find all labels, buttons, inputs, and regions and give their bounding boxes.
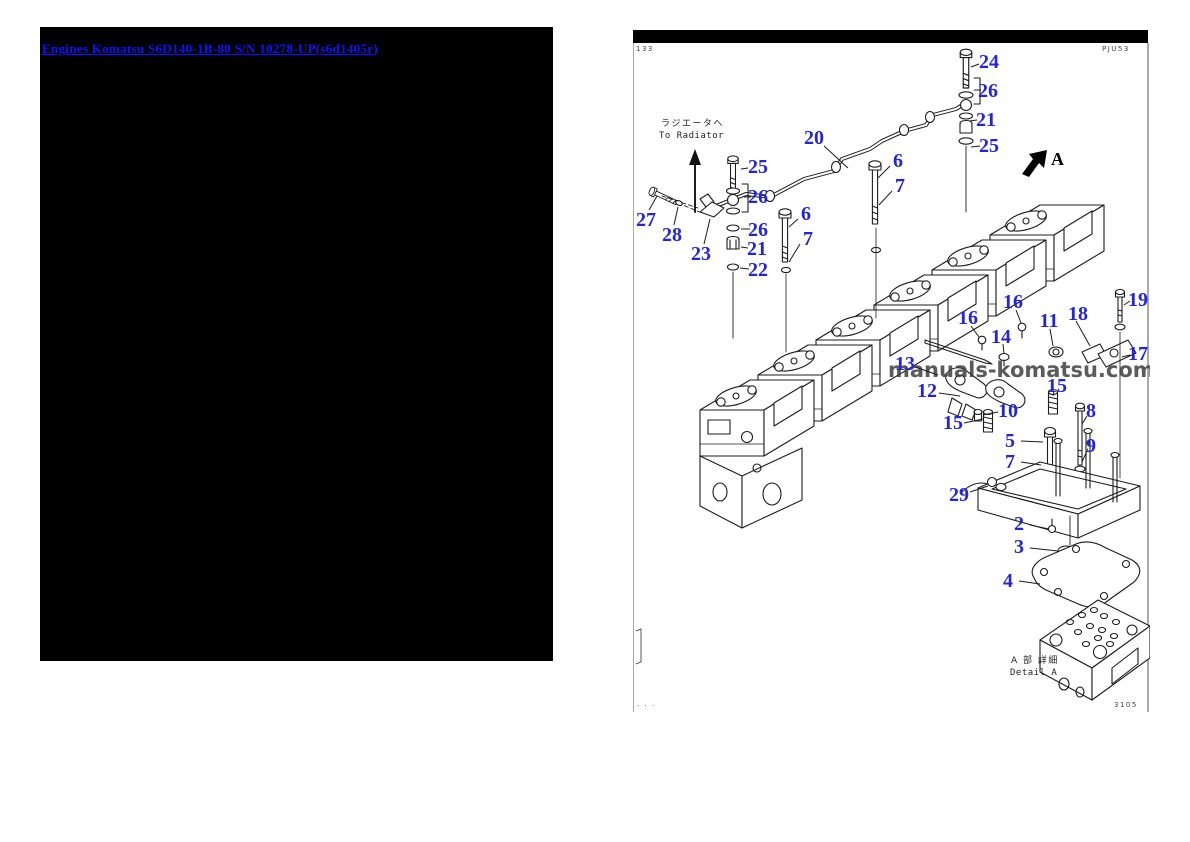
leader-line-3: [1029, 547, 1059, 552]
leader-line-16: [1015, 309, 1022, 324]
callout-5: 5: [1005, 430, 1015, 452]
callout-15: 15: [1047, 375, 1067, 397]
callout-7: 7: [803, 228, 813, 250]
callout-24: 24: [979, 51, 999, 73]
leader-line-10: [982, 411, 999, 416]
callout-16: 16: [1003, 291, 1023, 313]
callout-28: 28: [662, 224, 682, 246]
leader-line-16: [970, 325, 980, 338]
leader-line-24: [970, 63, 980, 68]
leader-line-15: [963, 418, 984, 424]
callout-27: 27: [636, 209, 656, 231]
callout-22: 22: [748, 259, 768, 281]
callout-21: 21: [747, 238, 767, 260]
to-radiator-arrow-icon: [689, 149, 701, 213]
callout-12: 12: [917, 380, 937, 402]
leader-line-28: [673, 206, 679, 226]
view-a-arrow-icon: [1022, 150, 1047, 177]
left-black-panel: Engines Komatsu S6D140-1B-80 S/N 10278-U…: [40, 27, 553, 661]
footer-left-code: . . .: [637, 700, 656, 708]
leader-line-15: [1052, 390, 1055, 397]
watermark-text: manuals-komatsu.com: [888, 358, 1150, 382]
leader-line-22: [739, 267, 750, 270]
callout-7: 7: [895, 175, 905, 197]
leader-line-7: [1020, 461, 1042, 466]
leader-line-6: [788, 218, 799, 228]
callout-14: 14: [991, 326, 1011, 348]
leader-line-9: [1081, 450, 1088, 463]
callout-2: 2: [1014, 513, 1024, 535]
callout-20: 20: [804, 127, 824, 149]
callout-9: 9: [1086, 435, 1096, 457]
engine-diagram: [647, 48, 1150, 701]
callout-4: 4: [1003, 570, 1013, 592]
callout-7: 7: [1005, 451, 1015, 473]
callout-21: 21: [976, 109, 996, 131]
detail-a-label-jp: A 部 詳細: [1011, 654, 1059, 666]
callout-15: 15: [943, 412, 963, 434]
leader-line-5: [1020, 440, 1044, 443]
leader-line-18: [1075, 320, 1091, 347]
leader-line-7: [878, 190, 893, 206]
leader-line-8: [1081, 415, 1088, 425]
callout-leader-lines: [648, 63, 1131, 585]
leader-line-12: [938, 392, 961, 397]
callout-6: 6: [893, 150, 903, 172]
leader-line-23: [703, 218, 711, 245]
leader-line-13: [914, 366, 939, 376]
callout-18: 18: [1068, 303, 1088, 325]
leader-line-27: [648, 195, 658, 211]
leader-line-21: [740, 246, 749, 249]
leader-line-2: [1029, 524, 1050, 530]
callout-10: 10: [998, 400, 1018, 422]
leader-line-11: [1049, 328, 1054, 347]
callout-16: 16: [958, 307, 978, 329]
callout-26: 26: [748, 186, 768, 208]
engine-model-link[interactable]: Engines Komatsu S6D140-1B-80 S/N 10278-U…: [42, 41, 378, 56]
leader-line-6: [877, 165, 891, 179]
callout-26: 26: [978, 80, 998, 102]
leader-line-7: [788, 243, 801, 263]
footer-right-code: 3105: [1114, 701, 1138, 709]
callout-11: 11: [1040, 310, 1059, 332]
leader-line-19: [1123, 300, 1131, 306]
leader-line-4: [1018, 580, 1041, 585]
to-radiator-label-jp: ラジエータへ: [661, 118, 724, 129]
callout-13: 13: [895, 353, 915, 375]
callout-17: 17: [1128, 343, 1148, 365]
callout-26: 26: [748, 219, 768, 241]
callout-3: 3: [1014, 536, 1024, 558]
parts-diagram-page: 133 PJU53 . . . 3105: [633, 30, 1150, 712]
callout-25: 25: [979, 135, 999, 157]
leader-line-29: [969, 485, 989, 493]
callout-8: 8: [1086, 400, 1096, 422]
callout-29: 29: [949, 484, 969, 506]
leader-line-25: [740, 167, 749, 170]
leader-line-21: [968, 119, 978, 122]
callout-19: 19: [1128, 289, 1148, 311]
leader-line-14: [1002, 343, 1005, 355]
header-right-code: PJU53: [1102, 45, 1130, 53]
callout-23: 23: [691, 243, 711, 265]
page-header-bar: [633, 30, 1148, 43]
leader-line-17: [1121, 354, 1131, 358]
header-left-code: 133: [636, 45, 654, 53]
callout-25: 25: [748, 156, 768, 178]
callout-6: 6: [801, 203, 811, 225]
to-radiator-label-en: To Radiator: [659, 131, 724, 141]
leader-line-20: [823, 145, 849, 169]
margin-bracket-mark: [635, 628, 642, 665]
detail-a-label-en: Detail A: [1010, 668, 1057, 678]
view-a-label: A: [1051, 149, 1064, 169]
leader-line-25: [970, 145, 981, 148]
